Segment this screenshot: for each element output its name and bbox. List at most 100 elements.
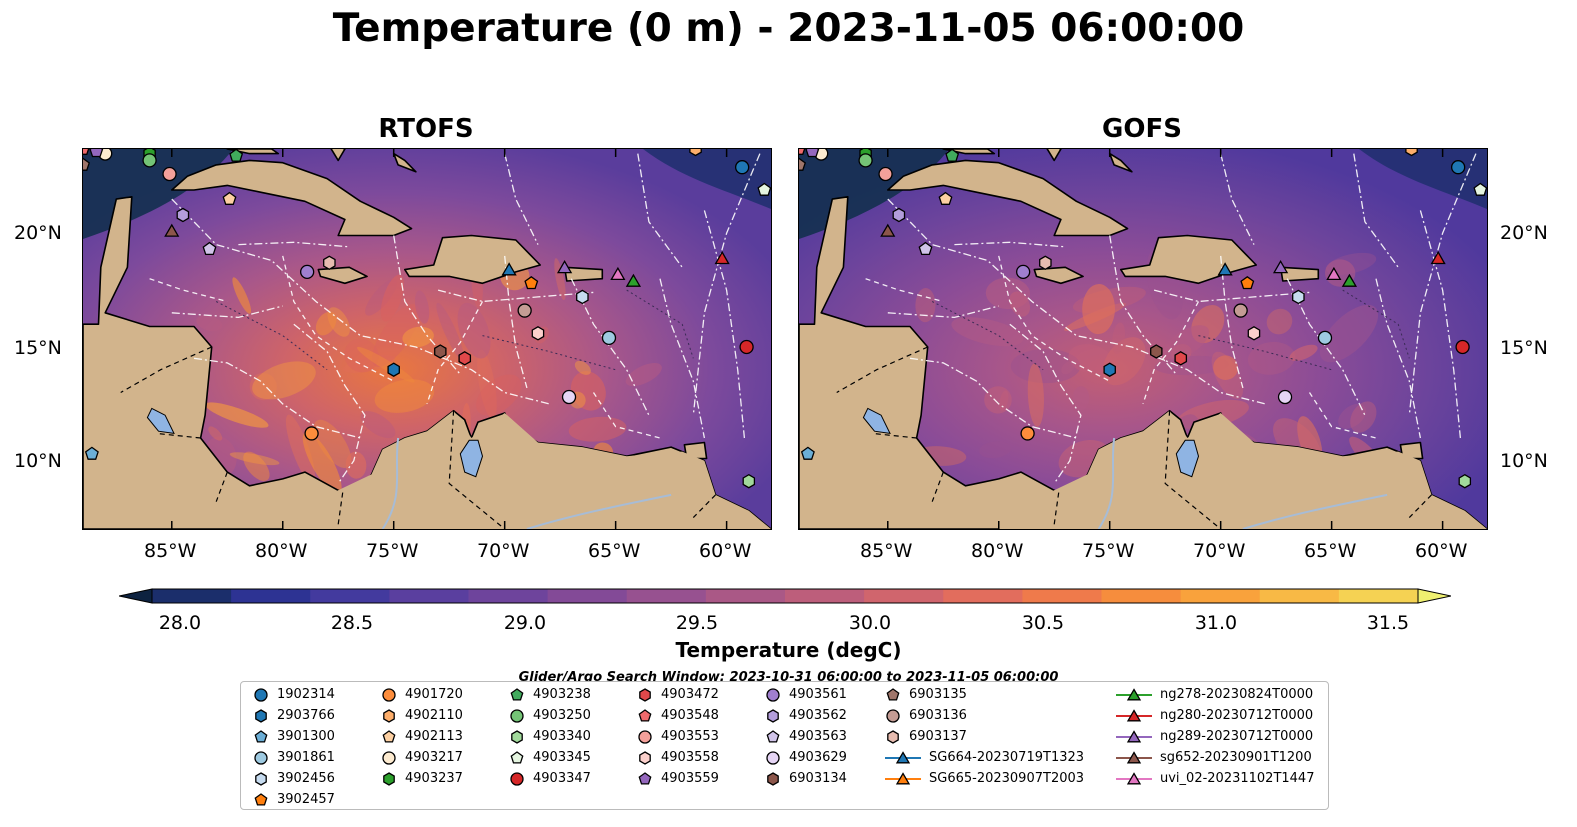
observation-marker <box>1450 160 1466 175</box>
lat-label-right-15n: 15°N <box>1500 337 1548 359</box>
observation-marker <box>1150 344 1163 359</box>
observation-marker <box>387 362 400 377</box>
legend-entry: 4903347 <box>509 768 591 788</box>
observation-marker <box>304 426 319 441</box>
lon-label-gofs-60w: 60°W <box>1415 540 1468 562</box>
legend-label: 4901720 <box>405 686 463 702</box>
colorbar-bin <box>468 589 549 603</box>
legend-marker-icon <box>1116 772 1152 785</box>
observation-marker <box>1233 303 1248 318</box>
legend-label: 4903238 <box>533 686 591 702</box>
legend-label: 4903548 <box>661 707 719 723</box>
legend-label: 6903135 <box>909 686 967 702</box>
colorbar-bin <box>943 589 1023 603</box>
legend-entry: 4903563 <box>765 726 847 746</box>
observation-marker <box>1272 259 1289 274</box>
legend-entry: 2903766 <box>253 705 335 725</box>
legend-label: SG665-20230907T2003 <box>929 770 1085 786</box>
observation-marker <box>561 389 577 405</box>
legend-entry: 3901300 <box>253 726 335 746</box>
legend-entry: 4903217 <box>381 747 463 767</box>
legend-marker-icon <box>1116 709 1152 722</box>
observation-marker <box>89 149 104 158</box>
observation-marker <box>229 149 244 162</box>
legend-marker-icon <box>510 688 524 701</box>
observation-marker <box>1405 149 1418 157</box>
observation-marker <box>162 166 177 182</box>
observation-marker <box>938 191 953 205</box>
legend-marker-icon <box>255 709 267 723</box>
observation-marker <box>858 153 873 168</box>
observation-marker <box>892 207 906 223</box>
lon-label-rtofs-65w: 65°W <box>588 540 641 562</box>
panel-title-rtofs: RTOFS <box>378 114 474 144</box>
lon-label-gofs-85w: 85°W <box>860 540 913 562</box>
legend-label: 6903134 <box>789 770 847 786</box>
colorbar-extend-low <box>119 588 153 604</box>
colorbar-tick-31-5: 31.5 <box>1366 612 1410 634</box>
legend-marker-icon <box>766 751 780 765</box>
legend-entry: ng278-20230824T0000 <box>1116 684 1313 704</box>
observation-marker <box>1016 264 1031 280</box>
legend-marker-icon <box>887 730 899 744</box>
legend-marker-icon <box>254 751 268 765</box>
legend-entry: SG665-20230907T2003 <box>885 768 1084 788</box>
lon-label-gofs-80w: 80°W <box>971 540 1024 562</box>
observation-marker <box>800 446 815 460</box>
map-panel-rtofs <box>82 148 772 530</box>
legend-marker-icon <box>767 709 779 723</box>
observation-marker <box>1020 426 1035 441</box>
observation-marker <box>531 326 545 341</box>
legend-marker-icon <box>383 709 395 723</box>
lon-label-rtofs-70w: 70°W <box>477 540 530 562</box>
legend-marker-icon <box>886 688 900 701</box>
panel-title-gofs: GOFS <box>1102 114 1182 144</box>
colorbar-tick-29-0: 29.0 <box>503 612 547 634</box>
observation-marker <box>878 166 893 182</box>
lat-label-left-20n: 20°N <box>14 222 62 244</box>
legend-entry: ng280-20230712T0000 <box>1116 705 1313 725</box>
legend-label: 4903559 <box>661 770 719 786</box>
legend-label: 4903561 <box>789 686 847 702</box>
observation-marker <box>83 149 90 155</box>
observation-marker <box>1455 339 1470 355</box>
legend-entry: 4903559 <box>637 768 719 788</box>
colorbar-bin <box>626 589 707 603</box>
observation-marker <box>576 289 589 305</box>
legend-label: 3902456 <box>277 770 335 786</box>
colorbar-bin <box>389 589 469 603</box>
colorbar-tick-31-0: 31.0 <box>1194 612 1238 634</box>
legend-entry: 6903136 <box>885 705 967 725</box>
colorbar-tick-28-0: 28.0 <box>158 612 202 634</box>
legend-marker-icon <box>638 772 652 785</box>
legend-entry: 4903553 <box>637 726 719 746</box>
legend-marker-icon <box>1116 688 1152 701</box>
legend-label: sg652-20230901T1200 <box>1160 749 1312 765</box>
legend-entry: 4903472 <box>637 684 719 704</box>
colorbar-title: Temperature (degC) <box>675 638 902 662</box>
observation-marker <box>1103 362 1116 377</box>
legend-entry: 4903345 <box>509 747 591 767</box>
observation-marker <box>918 241 933 256</box>
lon-label-gofs-70w: 70°W <box>1193 540 1246 562</box>
legend-entry: 4903561 <box>765 684 847 704</box>
legend-marker-icon <box>510 709 524 723</box>
legend-label: 3901300 <box>277 728 335 744</box>
observation-marker <box>1430 250 1446 265</box>
observation-marker <box>880 223 896 237</box>
observation-marker <box>458 351 472 366</box>
legend-marker-icon <box>254 730 268 743</box>
colorbar-bin <box>1101 589 1182 603</box>
legend-marker-icon <box>382 688 396 702</box>
legend-marker-icon <box>638 730 652 744</box>
legend-label: 4902110 <box>405 707 463 723</box>
colorbar-extend-high <box>1417 588 1451 604</box>
legend-label: SG664-20230719T1323 <box>929 749 1085 765</box>
legend-marker-icon <box>886 709 900 723</box>
observation-marker <box>734 160 750 175</box>
colorbar-bin <box>1022 589 1102 603</box>
colorbar <box>119 588 1451 604</box>
figure-title: Temperature (0 m) - 2023-11-05 06:00:00 <box>332 6 1245 51</box>
observation-marker <box>1292 289 1305 305</box>
legend-entry: uvi_02-20231102T1447 <box>1116 768 1314 788</box>
